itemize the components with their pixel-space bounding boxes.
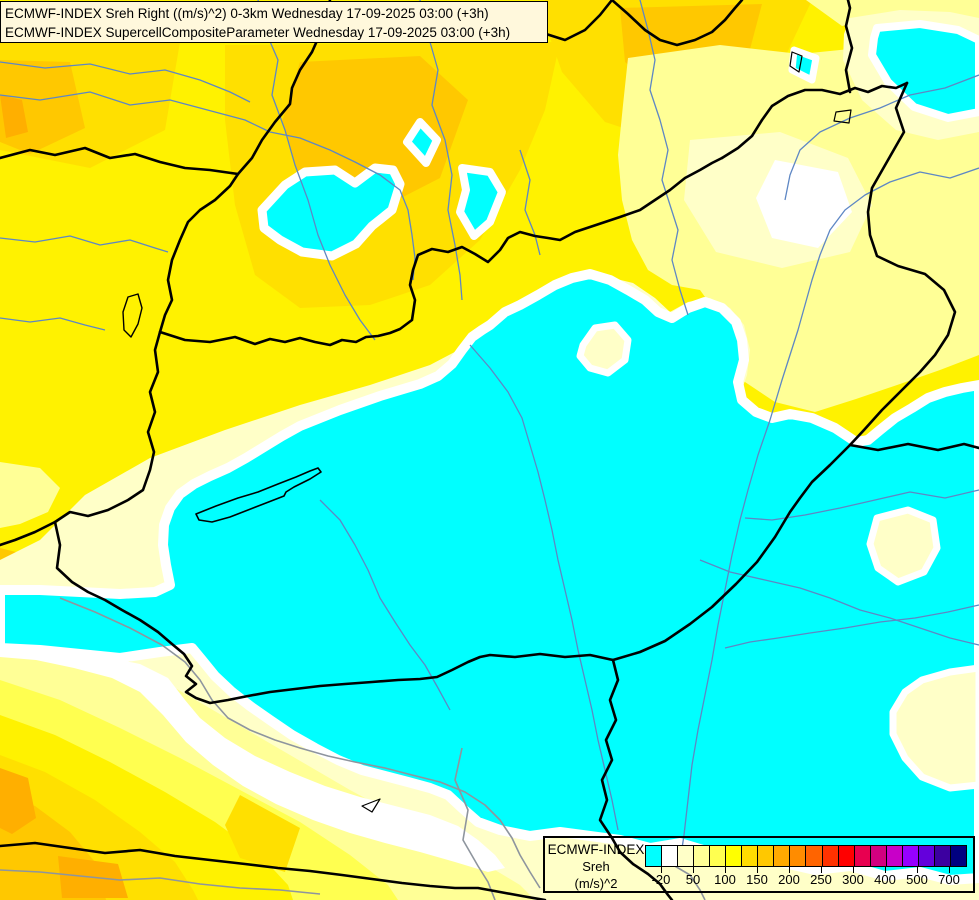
legend-color-cell-5 (726, 846, 743, 866)
legend-parameter-name: Sreh (582, 859, 610, 874)
legend-product-name: ECMWF-INDEX (547, 842, 645, 857)
region-pale-westedge (0, 462, 60, 528)
lake-neusiedl (122, 293, 143, 338)
legend-tick-7 (885, 867, 886, 873)
legend-color-cell-12 (838, 846, 855, 866)
legend-color-bar (645, 845, 967, 867)
legend-box: ECMWF-INDEX Sreh (m/s)^2 -20 50 100 150 200 2… (543, 836, 975, 893)
legend-color-cell-15 (886, 846, 903, 866)
legend-color-cell-2 (678, 846, 695, 866)
legend-color-cell-4 (710, 846, 727, 866)
map-title-line2: ECMWF-INDEX SupercellCompositeParameter … (5, 25, 511, 40)
legend-tick-label-1: 50 (685, 872, 701, 887)
legend-tick-3 (757, 867, 758, 873)
legend-label-block: ECMWF-INDEX Sreh (m/s)^2 (547, 841, 645, 892)
legend-color-cell-0 (646, 846, 663, 866)
legend-color-cell-6 (742, 846, 759, 866)
legend-tick-0 (661, 867, 662, 873)
legend-unit: (m/s)^2 (574, 876, 618, 891)
legend-color-cell-1 (662, 846, 679, 866)
legend-tick-2 (725, 867, 726, 873)
legend-color-cell-13 (854, 846, 871, 866)
legend-tick-label-6: 300 (842, 872, 864, 887)
legend-color-cell-19 (950, 846, 966, 866)
legend-tick-label-5: 250 (810, 872, 832, 887)
region-cyan-areas (0, 20, 979, 885)
legend-color-cell-9 (790, 846, 807, 866)
legend-tick-9 (949, 867, 950, 873)
legend-color-cell-11 (822, 846, 839, 866)
legend-tick-label-8: 500 (906, 872, 928, 887)
legend-tick-label-9: 700 (938, 872, 960, 887)
legend-color-cell-14 (870, 846, 887, 866)
legend-tick-label-7: 400 (874, 872, 896, 887)
legend-tick-6 (853, 867, 854, 873)
legend-tick-8 (917, 867, 918, 873)
legend-tick-4 (789, 867, 790, 873)
legend-color-cell-8 (774, 846, 791, 866)
lake-outlines (122, 51, 852, 813)
map-title-box: ECMWF-INDEX Sreh Right ((m/s)^2) 0-3km W… (0, 1, 548, 43)
legend-tick-label-3: 150 (746, 872, 768, 887)
legend-tick-label-0: -20 (651, 872, 671, 887)
legend-color-cell-16 (902, 846, 919, 866)
legend-color-cell-10 (806, 846, 823, 866)
lake-balaton (195, 467, 322, 523)
legend-tick-5 (821, 867, 822, 873)
region-white-band (0, 646, 505, 872)
river-lines-gray (0, 597, 706, 900)
legend-color-cell-3 (694, 846, 711, 866)
legend-tick-label-2: 100 (714, 872, 736, 887)
legend-color-cell-17 (918, 846, 935, 866)
region-pale-holes (576, 321, 979, 792)
legend-tick-label-4: 200 (778, 872, 800, 887)
map-title-line1: ECMWF-INDEX Sreh Right ((m/s)^2) 0-3km W… (5, 6, 489, 21)
legend-color-cell-7 (758, 846, 775, 866)
legend-color-cell-18 (934, 846, 951, 866)
legend-tick-1 (693, 867, 694, 873)
